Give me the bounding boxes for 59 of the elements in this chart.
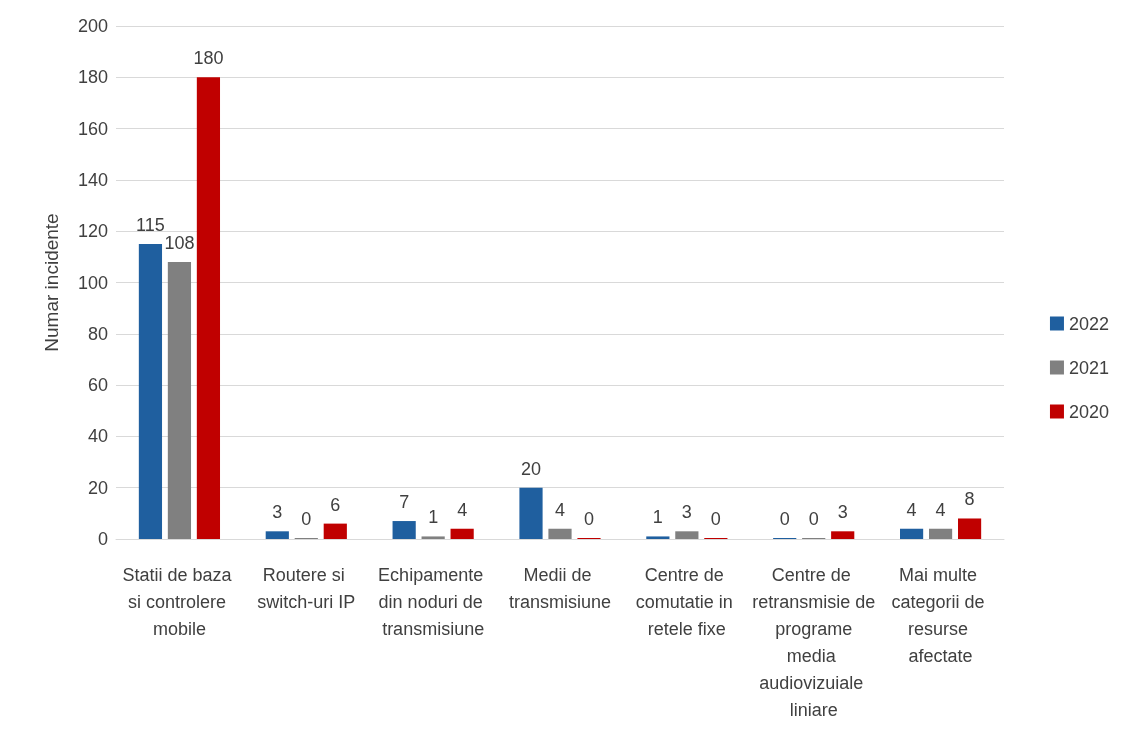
data-label: 4 (935, 499, 946, 520)
y-tick-label: 60 (87, 375, 108, 396)
y-tick-label: 160 (77, 118, 108, 139)
data-label: 1 (428, 507, 439, 528)
data-label: 20 (520, 458, 542, 479)
bar (196, 77, 221, 539)
data-label: 4 (457, 499, 468, 520)
bar (519, 487, 543, 539)
data-label: 4 (906, 499, 917, 520)
data-label: 108 (164, 232, 195, 253)
x-tick-label: Mai multe categorii de resurse afectate (891, 564, 990, 666)
bar (899, 528, 924, 539)
y-tick-label: 120 (77, 221, 108, 242)
x-tick-label: Centre de comutatie in retele fixe (635, 564, 738, 639)
y-tick-label: 200 (77, 16, 108, 36)
data-label: 1 (652, 507, 663, 528)
data-label: 115 (136, 215, 165, 236)
x-tick-label: Statii de baza si controlere mobile (122, 564, 237, 639)
bar (323, 523, 347, 539)
data-label: 180 (193, 48, 224, 69)
x-tick-label: Routere si switch-uri IP (257, 564, 356, 612)
data-label: 7 (399, 492, 410, 513)
bar (957, 518, 982, 539)
y-tick-label: 100 (77, 272, 108, 293)
bar (646, 536, 670, 539)
y-tick-label: 40 (87, 426, 108, 447)
bar (392, 521, 416, 539)
bar (138, 244, 163, 539)
bar (265, 531, 289, 539)
bar (548, 528, 572, 539)
data-label: 8 (964, 489, 975, 510)
x-tick-label: Centre de retransmisie de programe media audiovizuiale liniare (752, 564, 876, 720)
data-label: 6 (330, 494, 341, 515)
x-tick-label: Echipamente din noduri de transmisiune (378, 564, 489, 639)
y-tick-label: 0 (97, 529, 108, 549)
bar (421, 536, 445, 539)
bar (831, 531, 855, 539)
y-tick-label: 140 (77, 169, 108, 190)
y-axis-title: Numar incidente (41, 213, 62, 352)
legend-label: 2022 (1068, 313, 1109, 334)
bar (675, 531, 699, 539)
legend-label: 2020 (1068, 401, 1109, 422)
y-tick-label: 20 (87, 477, 108, 498)
data-label: 0 (583, 509, 594, 529)
y-tick-label: 180 (77, 67, 108, 88)
y-tick-label: 80 (87, 323, 108, 344)
x-tick-label: Medii de transmisiune (508, 564, 612, 612)
data-label: 0 (301, 509, 312, 529)
data-label: 3 (272, 502, 283, 523)
bar (167, 261, 192, 539)
data-label: 0 (779, 509, 790, 529)
data-label: 3 (837, 502, 848, 523)
bar (450, 528, 474, 539)
data-label: 3 (681, 502, 692, 523)
data-label: 4 (554, 499, 566, 520)
data-label: 0 (710, 509, 721, 529)
data-label: 0 (808, 509, 819, 529)
legend-label: 2021 (1068, 357, 1109, 378)
bar (928, 528, 953, 539)
